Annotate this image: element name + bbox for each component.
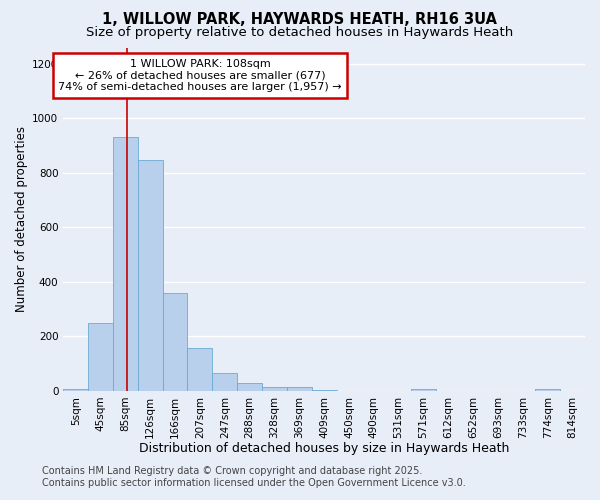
Bar	[287, 388, 312, 391]
Bar	[411, 388, 436, 391]
Bar	[88, 324, 113, 391]
Text: Size of property relative to detached houses in Haywards Heath: Size of property relative to detached ho…	[86, 26, 514, 39]
Text: Contains HM Land Registry data © Crown copyright and database right 2025.
Contai: Contains HM Land Registry data © Crown c…	[42, 466, 466, 487]
Y-axis label: Number of detached properties: Number of detached properties	[15, 126, 28, 312]
X-axis label: Distribution of detached houses by size in Haywards Heath: Distribution of detached houses by size …	[139, 442, 509, 455]
Bar	[535, 388, 560, 391]
Bar	[312, 390, 337, 391]
Text: 1 WILLOW PARK: 108sqm
← 26% of detached houses are smaller (677)
74% of semi-det: 1 WILLOW PARK: 108sqm ← 26% of detached …	[58, 59, 342, 92]
Bar	[138, 160, 163, 391]
Bar	[262, 388, 287, 391]
Bar	[163, 294, 187, 391]
Bar	[113, 138, 138, 391]
Bar	[237, 383, 262, 391]
Bar	[212, 373, 237, 391]
Bar	[187, 348, 212, 391]
Text: 1, WILLOW PARK, HAYWARDS HEATH, RH16 3UA: 1, WILLOW PARK, HAYWARDS HEATH, RH16 3UA	[103, 12, 497, 28]
Bar	[63, 388, 88, 391]
